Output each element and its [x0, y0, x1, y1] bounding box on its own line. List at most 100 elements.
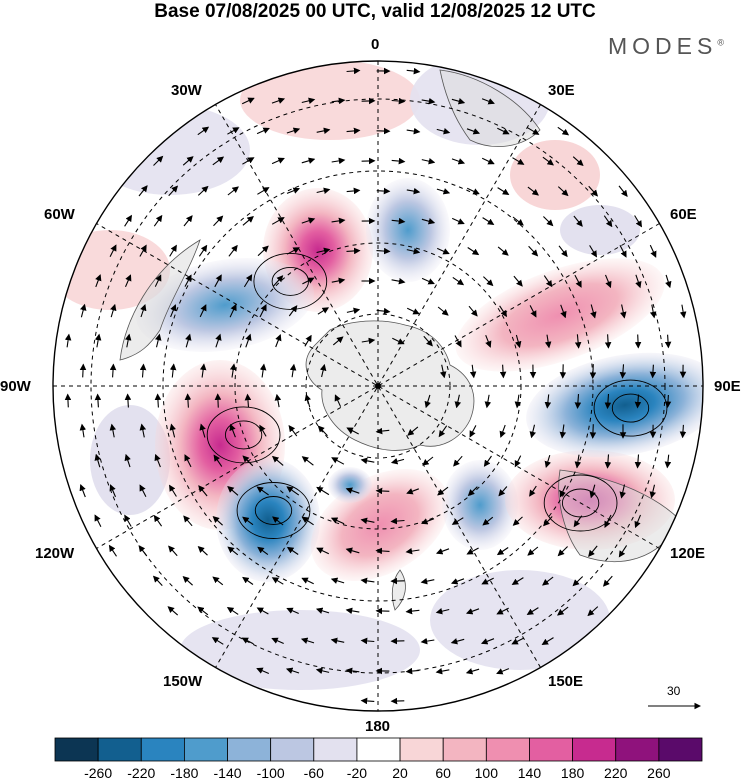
wind-vector	[330, 577, 345, 584]
wind-vector	[94, 333, 102, 348]
wind-vector	[271, 157, 285, 165]
colorbar-swatch	[529, 737, 574, 762]
wind-vector	[467, 486, 478, 497]
wind-vector	[618, 185, 628, 197]
reference-vector-label: 30	[667, 684, 681, 698]
wind-vector	[182, 156, 194, 166]
colorbar-tick-label: 20	[392, 765, 408, 781]
wind-vector	[451, 517, 464, 525]
wind-vector	[244, 393, 252, 408]
wind-vector	[345, 667, 360, 675]
wind-vector	[406, 488, 419, 495]
wind-vector	[257, 546, 269, 556]
wind-vector	[346, 187, 361, 195]
wind-vector	[286, 127, 301, 134]
colorbar-tick-label: -180	[170, 765, 199, 781]
wind-vector	[499, 305, 508, 318]
wind-vector	[169, 484, 177, 497]
wind-vector	[259, 424, 267, 437]
wind-vector	[227, 186, 239, 196]
wind-vector	[406, 187, 421, 195]
wind-vector	[483, 455, 492, 467]
wind-vector	[589, 484, 596, 499]
wind-vector	[242, 516, 254, 526]
wind-vector	[649, 484, 656, 499]
wind-vector	[169, 244, 177, 257]
wind-vector	[301, 157, 316, 164]
wind-vector	[214, 393, 222, 408]
wind-vector	[469, 364, 477, 379]
wind-vector	[435, 667, 450, 675]
wind-vector	[109, 484, 117, 498]
wind-vector	[256, 486, 269, 496]
wind-vector	[466, 187, 480, 195]
wind-vector	[138, 185, 148, 197]
wind-vector	[484, 394, 492, 409]
wind-vector	[421, 218, 436, 225]
wind-vector	[497, 246, 509, 256]
wind-vector	[375, 427, 390, 435]
wind-vector	[436, 128, 451, 135]
wind-vector	[332, 336, 344, 346]
lon-label-90w: 90W	[0, 378, 31, 395]
wind-vector	[392, 337, 405, 345]
brand-text: MODES	[608, 33, 718, 59]
colorbar-swatch	[658, 737, 703, 762]
wind-vector	[423, 335, 433, 347]
wind-vector	[376, 187, 391, 195]
wind-vector	[466, 128, 481, 135]
wind-vector	[316, 547, 330, 555]
chart-title: Base 07/08/2025 00 UTC, valid 12/08/2025…	[154, 1, 596, 22]
wind-vector	[242, 215, 254, 226]
wind-vector	[664, 334, 672, 349]
wind-vector	[184, 454, 192, 468]
wind-vector	[241, 97, 255, 105]
wind-vector	[330, 517, 345, 525]
wind-vector	[482, 217, 495, 225]
colorbar-tick-label: 100	[474, 765, 499, 781]
wind-vector	[439, 364, 447, 379]
colorbar-swatch	[485, 737, 530, 762]
wind-vector	[271, 97, 286, 104]
wind-vector	[229, 363, 237, 378]
wind-vector	[167, 606, 179, 616]
wind-vector	[542, 156, 554, 166]
wind-vector	[228, 244, 238, 257]
wind-vector	[94, 514, 102, 527]
wind-vector	[154, 453, 161, 468]
australia	[558, 469, 681, 562]
wind-vector	[438, 425, 448, 438]
wind-vector	[360, 577, 375, 585]
wind-vector	[212, 576, 224, 586]
wind-vector	[271, 577, 284, 585]
wind-vector	[288, 305, 298, 317]
wind-vector	[572, 156, 584, 167]
wind-vector	[406, 307, 420, 315]
colorbar-tick-label: 140	[517, 765, 542, 781]
wind-vector	[124, 333, 132, 348]
wind-vector	[346, 127, 361, 135]
wind-vector	[406, 67, 421, 75]
wind-vector	[152, 575, 163, 586]
wind-vector	[559, 485, 567, 498]
anomaly-neg-90e	[526, 352, 703, 458]
anomaly-contour	[236, 482, 311, 539]
wind-vector	[199, 304, 207, 318]
wind-vector	[542, 576, 554, 586]
colorbar-swatch	[227, 737, 272, 762]
wind-vector	[316, 247, 331, 254]
wind-vector	[619, 364, 627, 379]
wind-vector	[375, 487, 390, 495]
wind-vector	[514, 455, 522, 468]
colorbar-tick-label: -60	[303, 765, 324, 781]
wind-vector	[139, 244, 147, 257]
wind-vector	[649, 244, 657, 258]
anomaly-contour	[593, 379, 668, 437]
wind-vector	[182, 576, 193, 586]
wind-vector	[390, 517, 405, 525]
wind-vector	[436, 247, 450, 255]
wind-vector	[301, 217, 316, 224]
wind-vector	[619, 244, 627, 258]
wind-vector	[634, 454, 642, 469]
colorbar-tick-label: -20	[346, 765, 368, 781]
